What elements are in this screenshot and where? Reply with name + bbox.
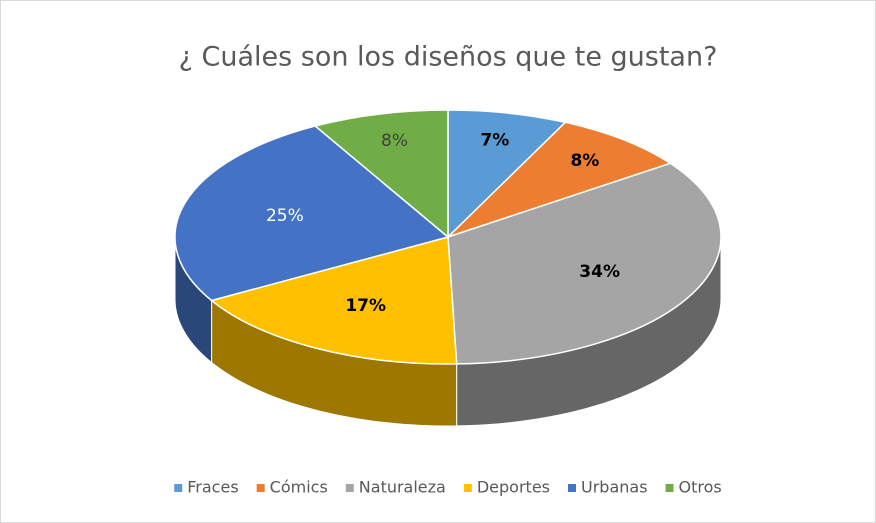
legend-swatch: [345, 484, 354, 492]
pie-slice: [447, 121, 673, 238]
legend-swatch: [256, 484, 265, 492]
data-label: 8%: [570, 151, 599, 171]
pie-slice: [174, 125, 450, 302]
legend: Fraces Cómics Naturaleza Deportes Urbanas Otr…: [174, 478, 722, 497]
data-label: 7%: [480, 130, 509, 150]
legend-label: Urbanas: [581, 478, 648, 497]
legend-label: Deportes: [477, 478, 550, 497]
legend-swatch: [174, 484, 183, 492]
legend-swatch: [463, 484, 472, 492]
legend-label: Otros: [679, 478, 722, 497]
data-label: 25%: [266, 206, 304, 226]
pie-slice: [447, 109, 567, 239]
legend-label: Cómics: [270, 478, 328, 497]
data-label: 8%: [381, 131, 408, 151]
pie-slice: [313, 109, 449, 239]
legend-label: Naturaleza: [359, 478, 446, 497]
legend-swatch: [665, 484, 674, 492]
legend-label: Fraces: [187, 478, 238, 497]
pie-slice: [447, 162, 722, 365]
pie-slice: [209, 236, 458, 365]
chart-title: ¿ Cuáles son los diseños que te gustan?: [179, 42, 718, 73]
data-label: 17%: [345, 296, 386, 316]
data-label: 34%: [579, 262, 620, 282]
legend-swatch: [567, 484, 576, 492]
